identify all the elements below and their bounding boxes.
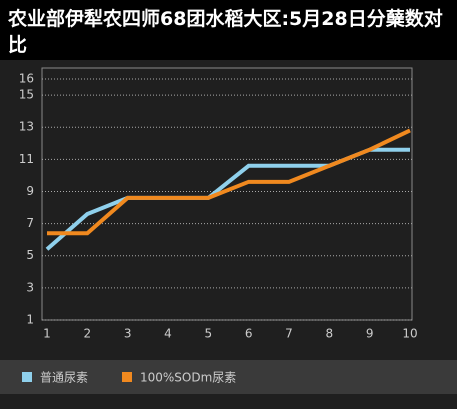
legend-label: 100%SODm尿素 <box>140 371 236 385</box>
y-tick-label: 16 <box>19 72 34 86</box>
y-tick-label: 9 <box>26 184 34 198</box>
x-tick-label: 9 <box>366 327 374 341</box>
x-tick-label: 4 <box>164 327 172 341</box>
x-tick-label: 1 <box>43 327 51 341</box>
x-tick-label: 3 <box>124 327 132 341</box>
y-tick-label: 13 <box>19 120 34 134</box>
legend-swatch <box>122 372 132 382</box>
legend-band <box>0 360 457 394</box>
x-tick-label: 10 <box>402 327 417 341</box>
x-tick-label: 5 <box>205 327 213 341</box>
legend-swatch <box>22 372 32 382</box>
y-tick-label: 3 <box>26 280 34 294</box>
y-tick-label: 5 <box>26 248 34 262</box>
title-band <box>0 0 457 60</box>
series-line <box>47 128 411 236</box>
y-tick-label: 15 <box>19 88 34 102</box>
y-tick-label: 11 <box>19 152 34 166</box>
legend-label: 普通尿素 <box>40 371 88 385</box>
y-tick-label: 7 <box>26 216 34 230</box>
chart-title: 农业部伊犁农四师68团水稻大区:5月28日分蘖数对比 <box>8 8 443 56</box>
x-tick-label: 2 <box>84 327 92 341</box>
y-tick-label: 1 <box>26 313 34 327</box>
plot-frame <box>41 67 413 321</box>
x-tick-label: 8 <box>326 327 334 341</box>
series-line <box>45 147 410 251</box>
x-tick-label: 6 <box>245 327 253 341</box>
x-tick-label: 7 <box>285 327 293 341</box>
